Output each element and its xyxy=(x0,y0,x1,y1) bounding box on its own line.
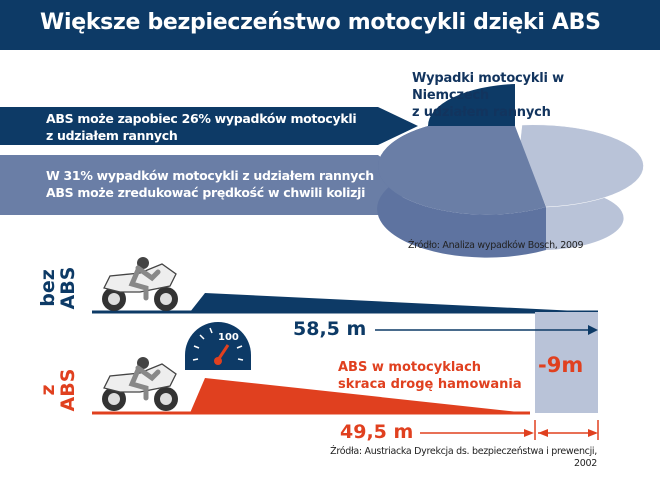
speedometer-icon xyxy=(185,322,251,370)
pie-title: Wypadki motocykli w Niemczech z udziałem… xyxy=(412,70,564,121)
text-line: ABS xyxy=(57,266,79,310)
text-line: ABS może zapobiec 26% wypadków motocykli xyxy=(46,111,357,126)
difference-zone xyxy=(535,312,598,413)
text-line: skraca drogę hamowania xyxy=(338,377,522,392)
text-line: z udziałem rannych xyxy=(46,128,178,143)
pie-slice-medium xyxy=(378,126,546,215)
text-line: W 31% wypadków motocykli z udziałem rann… xyxy=(46,168,374,183)
text-line: Wypadki motocykli w xyxy=(412,71,564,86)
text-line: ABS w motocyklach xyxy=(338,360,482,375)
text-line: Źródła: Austriacka Dyrekcja ds. bezpiecz… xyxy=(330,446,597,457)
pie-slice-light xyxy=(519,124,644,208)
braking-source: Źródła: Austriacka Dyrekcja ds. bezpiecz… xyxy=(300,446,597,470)
distance-with: 49,5 m xyxy=(340,421,414,443)
text-line: Niemczech xyxy=(412,88,489,103)
label-with-abs: z ABS xyxy=(37,360,79,420)
motorcycle-icon-without xyxy=(102,257,178,311)
text-line: 2002 xyxy=(574,458,597,469)
pie-chart xyxy=(377,84,644,258)
motorcycle-icon-with xyxy=(102,357,178,411)
label-without-abs: bez ABS xyxy=(37,258,79,318)
text-line: ABS xyxy=(57,368,79,412)
arrow-reduce xyxy=(0,155,418,215)
distance-without: 58,5 m xyxy=(293,318,367,340)
text-line: bez xyxy=(37,269,59,307)
arrow-reduce-text: W 31% wypadków motocykli z udziałem rann… xyxy=(46,167,374,201)
header-bar xyxy=(0,0,660,50)
distance-difference: -9m xyxy=(538,353,584,377)
pie-source: Źródło: Analiza wypadków Bosch, 2009 xyxy=(408,240,584,251)
abs-message: ABS w motocyklach skraca drogę hamowania xyxy=(338,359,522,393)
braking-wedge-without xyxy=(190,293,598,312)
page-title: Większe bezpieczeństwo motocykli dzięki … xyxy=(40,10,601,35)
text-line: z xyxy=(37,384,59,396)
text-line: z udziałem rannych xyxy=(412,105,551,120)
braking-wedge-with xyxy=(190,378,528,413)
pie-slice-dark xyxy=(427,84,515,126)
speed-value: 100 xyxy=(218,332,239,343)
arrow-prevent-text: ABS może zapobiec 26% wypadków motocykli… xyxy=(46,110,357,144)
distance-arrows-with xyxy=(420,420,599,440)
text-line: ABS może zredukować prędkość w chwili ko… xyxy=(46,185,366,200)
arrow-prevent xyxy=(0,107,418,145)
